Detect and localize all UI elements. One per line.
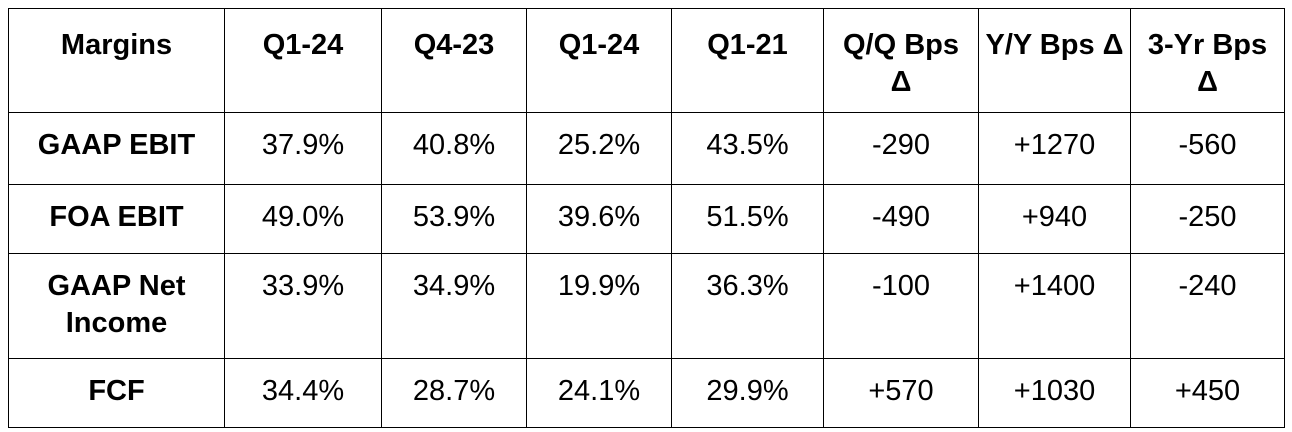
cell: +1030 (978, 358, 1131, 428)
row-label: FCF (8, 358, 225, 428)
row-label: GAAP EBIT (8, 112, 225, 185)
cell: 24.1% (526, 358, 672, 428)
cell: 34.9% (381, 253, 527, 359)
cell: 49.0% (224, 184, 382, 254)
cell: -290 (823, 112, 979, 185)
cell: 51.5% (671, 184, 824, 254)
cell: -560 (1130, 112, 1285, 185)
header-cell: Q1-21 (671, 8, 824, 113)
header-row: Margins Q1-24 Q4-23 Q1-24 Q1-21 Q/Q Bps Δ Y/Y … (8, 8, 1285, 113)
cell: 29.9% (671, 358, 824, 428)
cell: -250 (1130, 184, 1285, 254)
cell: 37.9% (224, 112, 382, 185)
table-row: FCF 34.4% 28.7% 24.1% 29.9% +570 +1030 +450 (8, 358, 1285, 428)
header-cell: Margins (8, 8, 225, 113)
row-label: FOA EBIT (8, 184, 225, 254)
table-row: FOA EBIT 49.0% 53.9% 39.6% 51.5% -490 +940 -250 (8, 184, 1285, 254)
cell: 19.9% (526, 253, 672, 359)
cell: 34.4% (224, 358, 382, 428)
cell: +570 (823, 358, 979, 428)
header-cell: Q4-23 (381, 8, 527, 113)
cell: +1400 (978, 253, 1131, 359)
cell: 43.5% (671, 112, 824, 185)
cell: -490 (823, 184, 979, 254)
header-cell: Q1-24 (224, 8, 382, 113)
cell: -240 (1130, 253, 1285, 359)
cell: +1270 (978, 112, 1131, 185)
cell: 25.2% (526, 112, 672, 185)
cell: 39.6% (526, 184, 672, 254)
cell: 40.8% (381, 112, 527, 185)
header-cell: Q/Q Bps Δ (823, 8, 979, 113)
cell: 28.7% (381, 358, 527, 428)
cell: 53.9% (381, 184, 527, 254)
table-row: GAAP EBIT 37.9% 40.8% 25.2% 43.5% -290 +1270 -5… (8, 112, 1285, 185)
cell: 36.3% (671, 253, 824, 359)
table-row: GAAP Net Income 33.9% 34.9% 19.9% 36.3% -100 +… (8, 253, 1285, 359)
margins-table: Margins Q1-24 Q4-23 Q1-24 Q1-21 Q/Q Bps Δ Y/Y … (8, 8, 1285, 428)
cell: +940 (978, 184, 1131, 254)
cell: 33.9% (224, 253, 382, 359)
header-cell: 3-Yr Bps Δ (1130, 8, 1285, 113)
cell: +450 (1130, 358, 1285, 428)
table-body: GAAP EBIT 37.9% 40.8% 25.2% 43.5% -290 +1270 -5… (8, 112, 1285, 428)
cell: -100 (823, 253, 979, 359)
row-label: GAAP Net Income (8, 253, 225, 359)
header-cell: Q1-24 (526, 8, 672, 113)
header-cell: Y/Y Bps Δ (978, 8, 1131, 113)
